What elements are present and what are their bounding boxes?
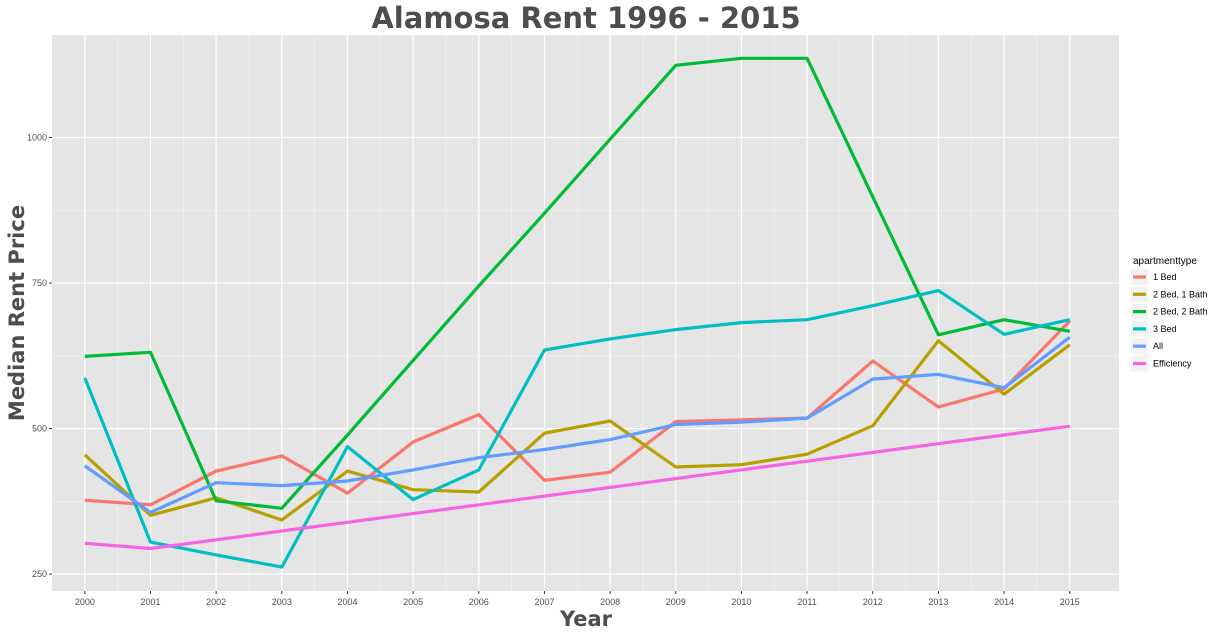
x-tick-label: 2006 (469, 597, 489, 607)
series-line-efficiency (84, 424, 1071, 551)
series-line-2-bed-2-bath (84, 56, 1071, 510)
y-axis-title: Median Rent Price (5, 205, 29, 421)
x-tick-label: 2011 (797, 597, 816, 607)
x-tick-label: 2001 (140, 597, 160, 607)
y-tick-label: 250 (32, 569, 47, 579)
x-axis-title: Year (559, 607, 613, 631)
plot-background (52, 35, 1119, 591)
series-line-all (83, 335, 1071, 515)
legend-label: 3 Bed (1153, 324, 1177, 334)
series-line-3-bed (83, 289, 1071, 569)
x-tick-label: 2010 (731, 597, 751, 607)
y-tick-label: 1000 (27, 132, 47, 142)
legend-label: 2 Bed, 1 Bath (1153, 289, 1208, 299)
series-lines (83, 56, 1071, 569)
x-tick-label: 2003 (272, 597, 292, 607)
x-tick-label: 2009 (666, 597, 686, 607)
x-tick-label: 2005 (403, 597, 423, 607)
x-tick-label: 2014 (994, 597, 1014, 607)
x-tick-label: 2012 (863, 597, 883, 607)
x-tick-label: 2013 (928, 597, 948, 607)
gridlines (52, 35, 1119, 591)
legend-label: 2 Bed, 2 Bath (1153, 307, 1208, 317)
x-axis-ticks: 2000 2001 2002 2003 2004 2005 2006 2007 2008 2009… (75, 591, 1080, 607)
legend: apartmenttype 1 Bed 2 Bed, 1 Bath 2 Bed, 2… (1131, 256, 1208, 372)
legend-label: All (1153, 341, 1163, 351)
y-axis-ticks: 250 500 750 1000 (27, 132, 52, 579)
legend-title: apartmenttype (1133, 256, 1197, 267)
series-line-2-bed-1-bath (83, 339, 1071, 522)
x-tick-label: 2015 (1060, 597, 1080, 607)
y-tick-label: 500 (32, 424, 47, 434)
x-tick-label: 2000 (75, 597, 95, 607)
y-tick-label: 750 (32, 278, 47, 288)
legend-label: 1 Bed (1153, 272, 1177, 282)
legend-items: 1 Bed 2 Bed, 1 Bath 2 Bed, 2 Bath 3 Bed All E… (1131, 269, 1208, 372)
legend-label: Efficiency (1153, 359, 1192, 369)
x-tick-label: 2002 (206, 597, 226, 607)
x-tick-label: 2004 (337, 597, 357, 607)
x-tick-label: 2008 (600, 597, 620, 607)
chart-title: Alamosa Rent 1996 - 2015 (371, 1, 800, 35)
x-tick-label: 2007 (534, 597, 554, 607)
